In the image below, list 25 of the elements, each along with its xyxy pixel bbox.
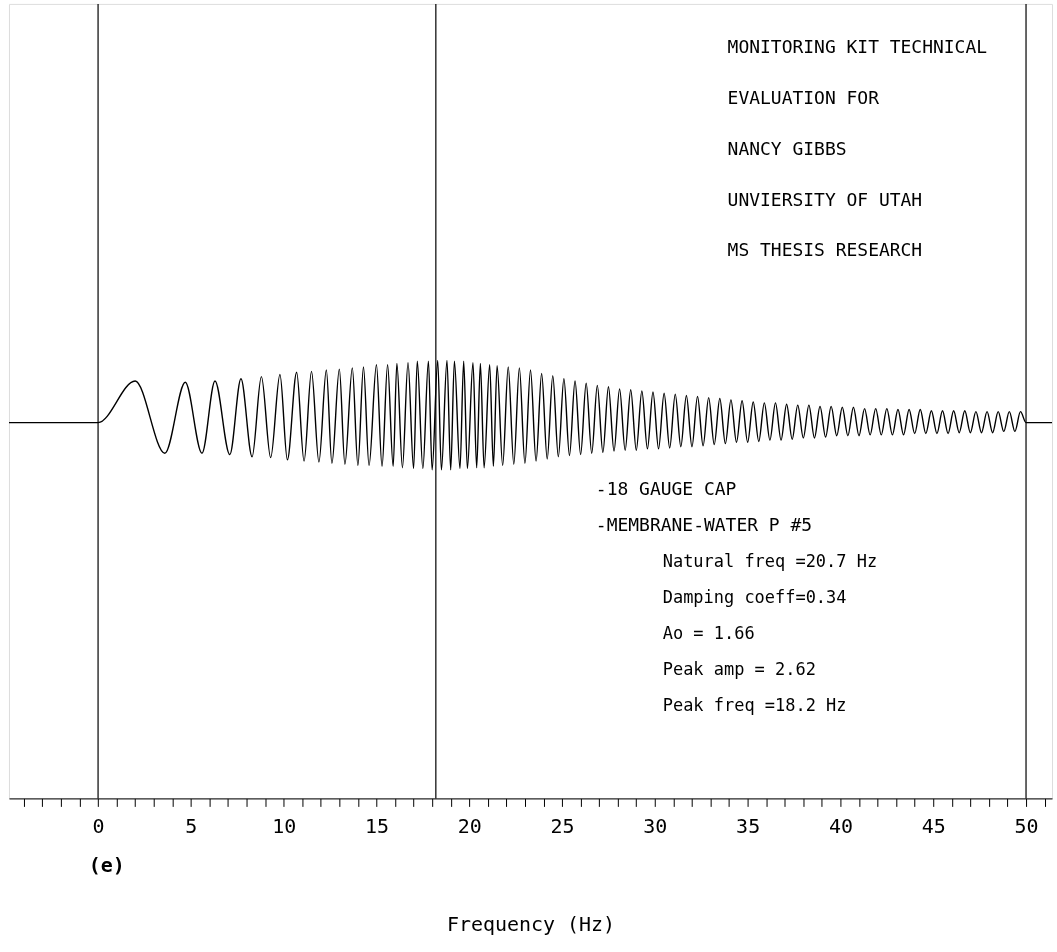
x-tick-label: 35 (736, 813, 761, 838)
x-tick-label: 10 (272, 813, 297, 838)
x-axis-title: Frequency (Hz) (446, 911, 616, 936)
text: UNVIERSITY OF UTAH (727, 188, 923, 210)
x-tick-label: 25 (550, 813, 575, 838)
x-tick-label: 30 (643, 813, 668, 838)
text: MONITORING KIT TECHNICAL (727, 35, 988, 57)
x-tick-label: 40 (828, 813, 853, 838)
x-tick-label: 5 (185, 813, 198, 838)
x-tick-label: 45 (921, 813, 946, 838)
annotation: Damping coeff=0.34 (662, 586, 847, 607)
text: (e) (88, 853, 125, 878)
x-tick-label: 20 (457, 813, 482, 838)
annotation: Peak freq =18.2 Hz (662, 694, 847, 715)
text: MS THESIS RESEARCH (727, 239, 923, 261)
text: NANCY GIBBS (727, 137, 847, 159)
text: EVALUATION FOR (727, 86, 880, 108)
annotation: -18 GAUGE CAP (595, 477, 737, 499)
annotation: Ao = 1.66 (662, 622, 755, 643)
x-tick-label: 50 (1014, 813, 1039, 838)
x-tick-label: 15 (364, 813, 389, 838)
annotation: Natural freq =20.7 Hz (662, 550, 878, 571)
x-tick-label: 0 (92, 813, 105, 838)
annotation: -MEMBRANE-WATER P #5 (595, 513, 813, 535)
annotation: Peak amp = 2.62 (662, 658, 816, 679)
